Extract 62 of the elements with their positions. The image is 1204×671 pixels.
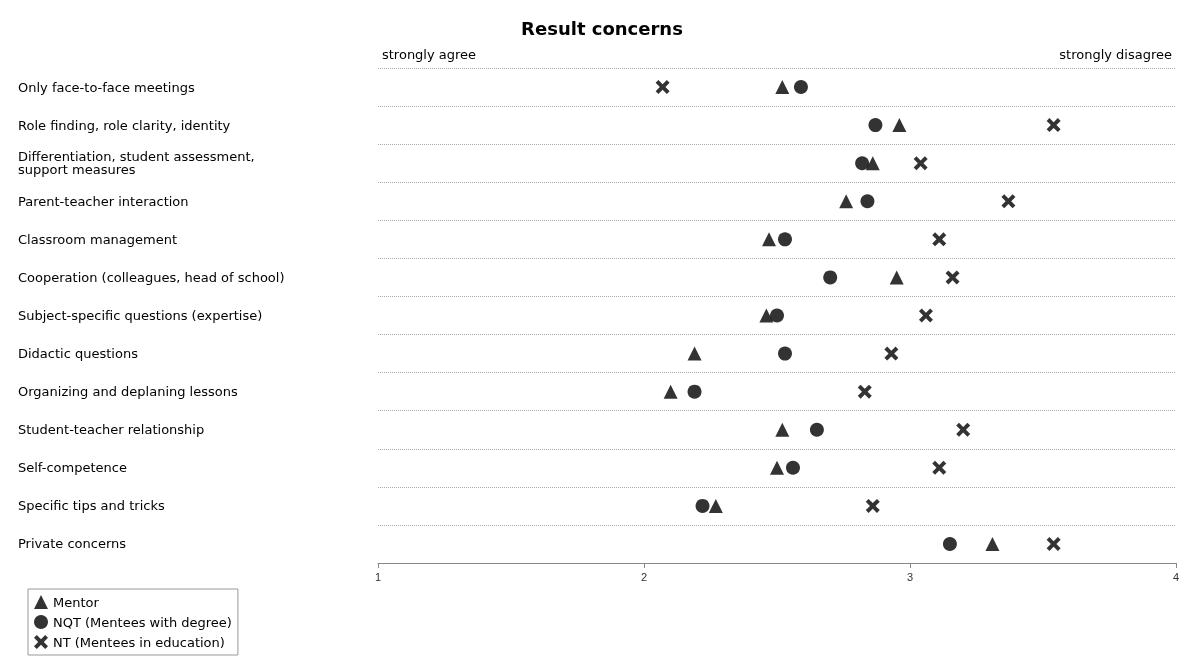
point [777,346,792,361]
point [708,498,723,513]
point [663,384,678,399]
y-tick-label: Classroom management [18,231,178,247]
point [860,194,875,209]
point [932,232,947,247]
point [892,118,907,133]
text: strongly agree [382,47,477,62]
point [1046,118,1061,133]
point [823,270,838,285]
point [945,270,960,285]
y-tick-label: Self-competence [18,460,127,476]
legend-label: NQT (Mentees with degree) [53,614,232,630]
point [865,498,880,513]
point [775,422,790,437]
x-tick-label: 4 [1172,570,1180,583]
y-tick-label: Specific tips and tricks [18,498,165,514]
chart-title: Result concerns [521,17,683,39]
point [687,384,702,399]
point [889,270,904,285]
y-tick-label: Cooperation (colleagues, head of school) [18,269,285,285]
y-tick-label: Didactic questions [18,346,139,362]
y-tick-label: Parent-teacher interaction [18,193,189,209]
y-tick-label: Organizing and deplaning lessons [18,384,238,400]
point [775,80,790,95]
point [913,156,928,171]
point [956,422,971,437]
point [793,80,808,95]
point [855,156,870,171]
point [770,308,784,323]
point [770,460,784,475]
y-tick-label: Only face-to-face meetings [18,79,195,95]
text: strongly disagree [1059,47,1173,62]
point [865,156,880,171]
point [695,498,710,513]
x-tick-label: 2 [640,570,648,583]
x-tick-label: 3 [906,570,914,583]
point [868,118,883,133]
point [1001,194,1016,209]
point [839,194,854,209]
legend-label: NT (Mentees in education) [53,634,225,650]
point [655,80,670,95]
point [942,536,957,551]
y-tick-label: Role finding, role clarity, identity [18,117,231,133]
point [759,308,774,323]
y-tick-label: Private concerns [18,536,127,552]
y-tick-label: Student-teacher relationship [18,422,205,438]
point [985,536,1000,551]
y-tick-label: Subject-specific questions (expertise) [18,308,263,323]
point [687,346,702,361]
point [785,460,800,475]
point [777,232,792,247]
point [1046,536,1061,551]
point [857,384,872,399]
y-tick-label: Differentiation, student assessment, support measures [18,149,259,178]
legend-label: Mentor [53,594,100,610]
point [809,422,824,437]
point [762,232,777,247]
point [932,460,947,475]
point [884,346,899,361]
point [918,308,933,323]
x-tick-label: 1 [374,570,382,583]
